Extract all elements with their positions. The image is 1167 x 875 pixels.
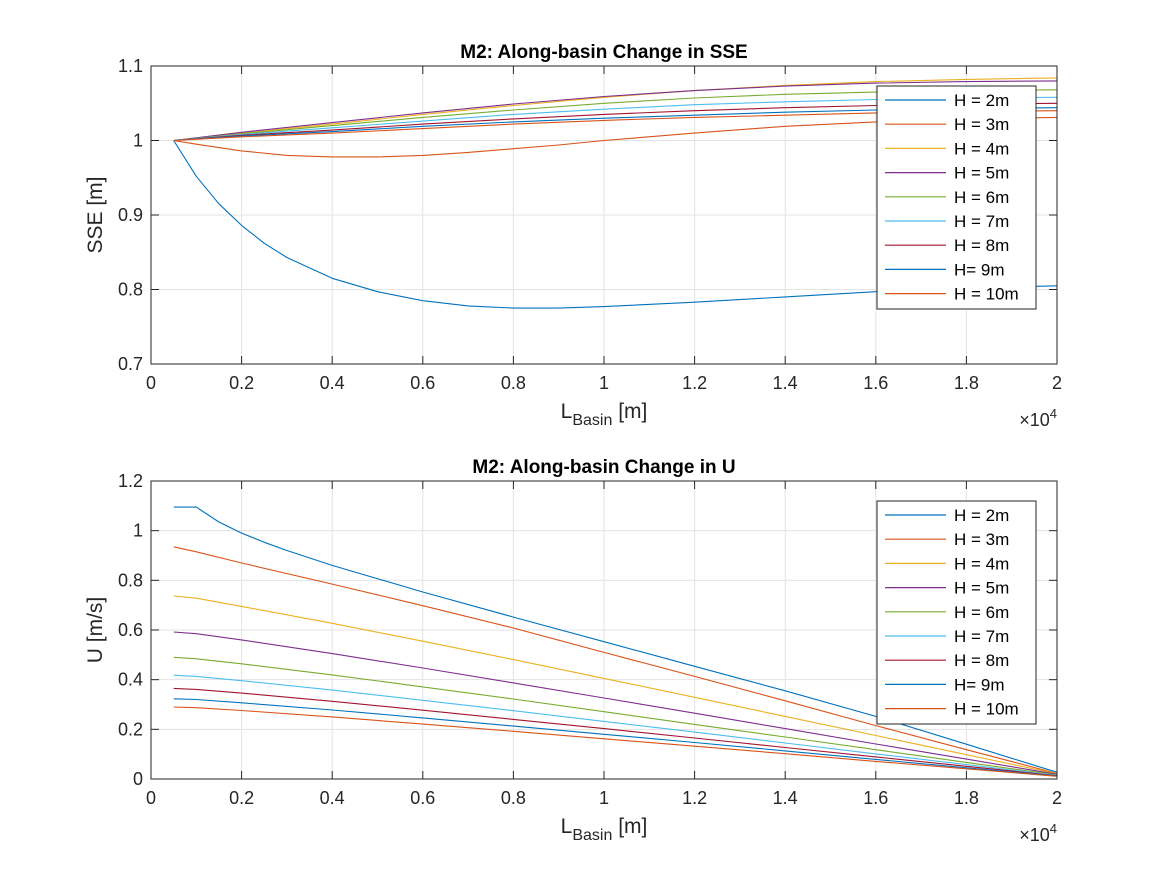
- legend-label-9: H = 10m: [954, 285, 1019, 304]
- x-tick-label: 1: [599, 788, 609, 808]
- y-tick-label: 1: [133, 521, 143, 541]
- y-tick-label: 0.7: [118, 354, 143, 374]
- x-tick-label: 2: [1052, 373, 1062, 393]
- legend-label-4: H = 5m: [954, 579, 1009, 598]
- legend-label-2: H = 3m: [954, 115, 1009, 134]
- x-tick-label: 0.4: [320, 788, 345, 808]
- y-tick-label: 0.2: [118, 719, 143, 739]
- series-line-3: [173, 77, 1058, 142]
- chart-2: 0 0.2 0.4 0.6 0.8 1 1.2 1.4 1.6 1.8 2 0 0.2 0.4 0.6 0.8…: [84, 457, 1062, 845]
- series-line-9: [173, 706, 1058, 777]
- legend-label-7: H = 8m: [954, 651, 1009, 670]
- x-tick-label: 1.6: [863, 373, 888, 393]
- legend-box: [876, 500, 1037, 725]
- y-axis-label: U [m/s]: [84, 597, 107, 664]
- y-tick-label: 0.4: [118, 670, 143, 690]
- chart-title: M2: Along-basin Change in U: [472, 457, 735, 478]
- legend-label-3: H = 4m: [954, 139, 1009, 158]
- series-group: [173, 506, 1058, 777]
- x-tick-label: 1.4: [773, 373, 798, 393]
- series-line-6: [173, 674, 1058, 777]
- y-tick-label: 0.6: [118, 620, 143, 640]
- legend-label-6: H = 7m: [954, 627, 1009, 646]
- x-tick-label: 0.6: [410, 788, 435, 808]
- series-line-2: [173, 116, 1058, 158]
- x-tick-label: 1.8: [954, 373, 979, 393]
- x-axis-label: LBasin [m]: [561, 815, 648, 844]
- x-tick-label: 1.8: [954, 788, 979, 808]
- legend-label-6: H = 7m: [954, 212, 1009, 231]
- legend-label-8: H= 9m: [954, 260, 1005, 279]
- x-tick-label: 0.4: [320, 373, 345, 393]
- x-tick-label: 1.4: [773, 788, 798, 808]
- legend-label-7: H = 8m: [954, 236, 1009, 255]
- x-exponent-label: ×104: [1019, 821, 1057, 845]
- series-line-8: [173, 698, 1058, 777]
- x-tick-label: 2: [1052, 788, 1062, 808]
- x-tick-label: 0.8: [501, 788, 526, 808]
- chart-1: 0 0.2 0.4 0.6 0.8 1 1.2 1.4 1.6 1.8 2 0.7 0.8 0.9 1 1.1…: [84, 42, 1062, 430]
- series-line-2: [173, 546, 1058, 775]
- series-line-1: [173, 140, 1058, 309]
- legend-label-1: H = 2m: [954, 506, 1009, 525]
- x-tick-label: 0: [146, 373, 156, 393]
- legend-box: [876, 85, 1037, 310]
- legend-label-3: H = 4m: [954, 554, 1009, 573]
- ticks: 0 0.2 0.4 0.6 0.8 1 1.2 1.4 1.6 1.8 2 0.7 0.8 0.9 1 1.1: [118, 56, 1062, 393]
- legend-label-1: H = 2m: [954, 91, 1009, 110]
- x-tick-label: 1.2: [682, 788, 707, 808]
- legend: H = 2m H = 3m H = 4m H = 5m H = 6m H = 7m H = …: [876, 85, 1037, 310]
- x-tick-label: 0: [146, 788, 156, 808]
- y-tick-label: 0.8: [118, 280, 143, 300]
- legend-label-4: H = 5m: [954, 164, 1009, 183]
- x-tick-label: 0.8: [501, 373, 526, 393]
- x-tick-label: 0.6: [410, 373, 435, 393]
- y-tick-label: 1.1: [118, 56, 143, 76]
- y-tick-label: 0.9: [118, 205, 143, 225]
- y-tick-label: 1: [133, 131, 143, 151]
- y-tick-label: 1.2: [118, 471, 143, 491]
- series-line-7: [173, 687, 1058, 777]
- x-tick-label: 1.2: [682, 373, 707, 393]
- series-line-4: [173, 80, 1058, 142]
- x-tick-label: 0.2: [229, 373, 254, 393]
- legend-label-8: H= 9m: [954, 675, 1005, 694]
- y-axis-label: SSE [m]: [84, 176, 107, 253]
- legend-label-5: H = 6m: [954, 603, 1009, 622]
- chart-title: M2: Along-basin Change in SSE: [460, 42, 747, 63]
- legend: H = 2m H = 3m H = 4m H = 5m H = 6m H = 7m H = …: [876, 500, 1037, 725]
- series-line-1: [173, 506, 1058, 773]
- x-tick-label: 1: [599, 373, 609, 393]
- x-tick-label: 0.2: [229, 788, 254, 808]
- x-tick-label: 1.6: [863, 788, 888, 808]
- x-axis-label: LBasin [m]: [561, 400, 648, 429]
- y-tick-label: 0.8: [118, 570, 143, 590]
- series-line-5: [173, 656, 1058, 776]
- x-exponent-label: ×104: [1019, 406, 1057, 430]
- legend-label-2: H = 3m: [954, 530, 1009, 549]
- ticks: 0 0.2 0.4 0.6 0.8 1 1.2 1.4 1.6 1.8 2 0 0.2 0.4 0.6 0.8…: [118, 471, 1062, 808]
- y-tick-label: 0: [133, 769, 143, 789]
- series-line-3: [173, 595, 1058, 775]
- legend-label-9: H = 10m: [954, 700, 1019, 719]
- series-line-4: [173, 631, 1058, 775]
- legend-label-5: H = 6m: [954, 188, 1009, 207]
